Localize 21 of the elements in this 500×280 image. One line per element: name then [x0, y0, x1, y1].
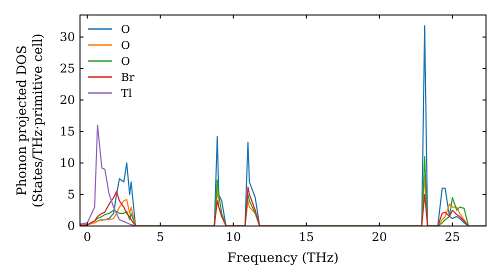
y-tick-label: 30: [60, 30, 75, 44]
y-tick-label: 0: [67, 219, 75, 233]
x-tick-label: 10: [226, 230, 241, 244]
legend-label: O: [121, 55, 130, 68]
legend-label: Br: [121, 71, 136, 84]
x-tick-label: 20: [372, 230, 388, 244]
legend-label: O: [121, 23, 130, 36]
legend-label: Tl: [121, 87, 132, 100]
x-tick-label: 0: [83, 230, 92, 244]
y-tick-label: 5: [67, 188, 75, 202]
x-tick-label: 25: [444, 230, 460, 244]
line-series: [80, 124, 136, 226]
x-tick-label: 5: [156, 230, 164, 244]
x-tick-label: 15: [298, 230, 314, 244]
x-axis-title: Frequency (THz): [227, 251, 339, 266]
y-tick-label: 15: [60, 124, 75, 139]
y-tick-label: 10: [60, 156, 75, 170]
y-tick-label: 25: [60, 62, 75, 76]
y-axis-title: Phonon projected DOS (States/THz·primitive cell): [15, 33, 46, 208]
legend-label: O: [121, 39, 130, 52]
y-tick-label: 20: [60, 93, 75, 108]
